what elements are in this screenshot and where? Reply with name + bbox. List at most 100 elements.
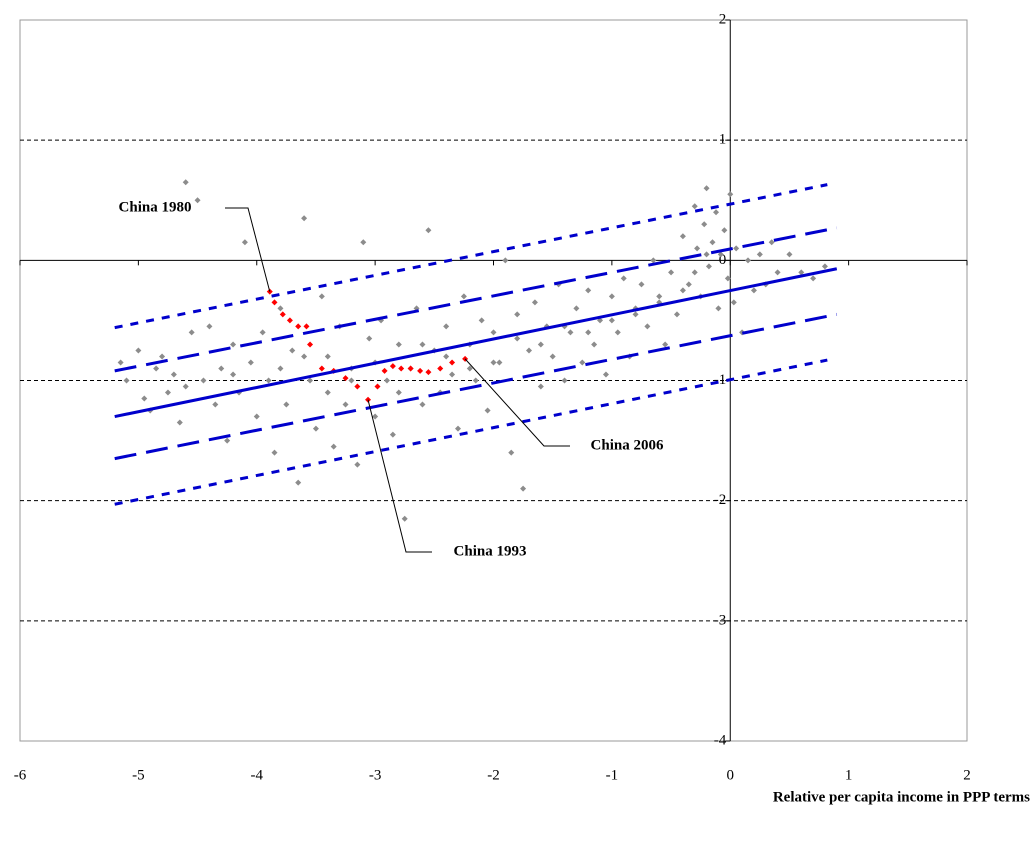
data-point [283,401,290,408]
data-point [342,401,349,408]
data-point [591,341,598,348]
data-point [579,359,586,366]
data-point [277,365,284,372]
data-point [756,251,763,258]
data-point [608,293,615,300]
x-tick-label: 0 [727,767,735,783]
data-point [691,269,698,276]
data-point [745,257,752,264]
data-point [348,377,355,384]
data-point [247,359,254,366]
data-point [360,239,367,246]
data-point [271,449,278,456]
fit-line [114,312,838,461]
data-point [259,329,266,336]
x-axis-label: Relative per capita income in PPP terms [773,789,1030,805]
data-point [443,323,450,330]
data-point [389,431,396,438]
data-point [182,383,189,390]
data-point [318,365,325,372]
data-point [312,425,319,432]
data-point [685,281,692,288]
x-tick-label: -4 [251,767,264,783]
data-point [200,377,207,384]
data-point [703,251,710,258]
data-point [774,269,781,276]
data-point [277,305,284,312]
data-point [715,305,722,312]
data-point [644,323,651,330]
data-point [709,239,716,246]
y-tick-label: -2 [714,492,727,508]
data-point [549,353,556,360]
data-point [608,317,615,324]
data-point [425,369,432,376]
data-point [265,377,272,384]
data-point [164,389,171,396]
data-point [271,299,278,306]
data-point [141,395,148,402]
data-point [135,347,142,354]
y-tick-label: -1 [714,372,727,388]
data-point [679,287,686,294]
data-point [750,287,757,294]
data-point [324,389,331,396]
data-point [484,407,491,414]
data-point [730,299,737,306]
x-tick-label: -2 [487,767,500,783]
data-point [727,191,734,198]
data-point [526,347,533,354]
data-point [301,353,308,360]
data-point [443,353,450,360]
data-point [383,377,390,384]
x-tick-label: 2 [963,767,971,783]
data-point [573,305,580,312]
data-point [437,365,444,372]
data-point [381,367,388,374]
data-point [472,377,479,384]
annotation: China 1993 [454,543,527,559]
data-point [705,263,712,270]
data-point [466,365,473,372]
data-point [372,413,379,420]
annotation-leader [464,358,570,447]
y-tick-label: -3 [714,612,727,628]
data-point [454,425,461,432]
data-point [520,485,527,492]
data-point [176,419,183,426]
data-point [602,371,609,378]
data-point [717,251,724,258]
data-point [307,377,314,384]
fit-line [114,226,838,373]
data-point [449,359,456,366]
data-point [398,365,405,372]
data-point [537,383,544,390]
data-point [303,323,310,330]
data-point [508,449,515,456]
data-point [117,359,124,366]
data-point [490,329,497,336]
x-tick-label: -3 [369,767,382,783]
data-point [733,245,740,252]
data-point [701,221,708,228]
data-point [194,197,201,204]
data-point [318,293,325,300]
data-point [374,383,381,390]
data-point [768,239,775,246]
data-point [496,359,503,366]
data-point [342,375,349,382]
data-point [407,365,414,372]
data-point [694,245,701,252]
data-point [638,281,645,288]
data-point [425,227,432,234]
data-point [330,443,337,450]
data-point [724,275,731,282]
data-point [650,257,657,264]
data-point [417,367,424,374]
data-point [289,347,296,354]
data-point [614,329,621,336]
data-point [241,239,248,246]
x-tick-label: -5 [132,767,145,783]
data-point [531,299,538,306]
y-tick-label: -4 [714,732,727,748]
